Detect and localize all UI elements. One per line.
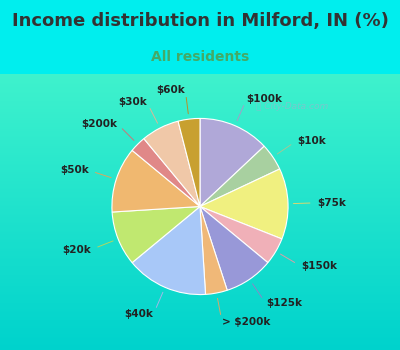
- Wedge shape: [132, 139, 200, 206]
- Text: $60k: $60k: [156, 85, 185, 95]
- Text: $75k: $75k: [317, 198, 346, 208]
- Wedge shape: [144, 121, 200, 206]
- Text: $150k: $150k: [301, 261, 337, 271]
- Text: $50k: $50k: [60, 165, 89, 175]
- Wedge shape: [200, 206, 268, 290]
- Text: $40k: $40k: [125, 309, 154, 319]
- Wedge shape: [200, 169, 288, 239]
- Text: All residents: All residents: [151, 50, 249, 64]
- Text: $100k: $100k: [246, 94, 282, 104]
- Wedge shape: [112, 150, 200, 212]
- Text: $200k: $200k: [81, 119, 117, 129]
- Wedge shape: [178, 118, 200, 206]
- Wedge shape: [132, 206, 206, 295]
- Wedge shape: [200, 206, 282, 262]
- Text: > $200k: > $200k: [222, 316, 270, 327]
- Text: $20k: $20k: [62, 245, 91, 254]
- Text: ⓘ City-Data.com: ⓘ City-Data.com: [256, 102, 328, 111]
- Wedge shape: [200, 146, 280, 206]
- Wedge shape: [200, 206, 227, 294]
- Text: $10k: $10k: [297, 136, 326, 146]
- Text: Income distribution in Milford, IN (%): Income distribution in Milford, IN (%): [12, 12, 388, 30]
- Text: $125k: $125k: [266, 298, 302, 308]
- Text: $30k: $30k: [118, 97, 147, 107]
- Wedge shape: [112, 206, 200, 262]
- Wedge shape: [200, 118, 264, 206]
